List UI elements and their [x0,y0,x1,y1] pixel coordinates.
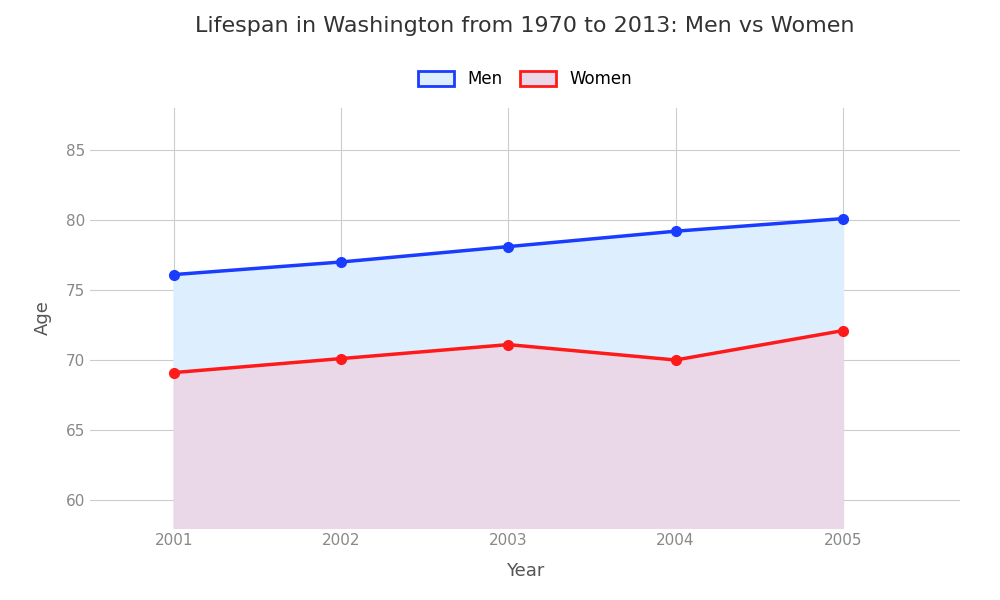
X-axis label: Year: Year [506,562,544,580]
Women [670,356,682,364]
Legend: Men, Women: Men, Women [409,62,641,97]
Men [670,227,682,235]
Women [837,327,849,334]
Women [335,355,347,362]
Men [168,271,180,278]
Line: Men: Men [169,214,848,280]
Men [502,243,514,250]
Y-axis label: Age: Age [34,301,52,335]
Women [168,369,180,376]
Women [502,341,514,348]
Line: Women: Women [169,326,848,377]
Men [335,259,347,266]
Men [837,215,849,222]
Title: Lifespan in Washington from 1970 to 2013: Men vs Women: Lifespan in Washington from 1970 to 2013… [195,16,855,35]
